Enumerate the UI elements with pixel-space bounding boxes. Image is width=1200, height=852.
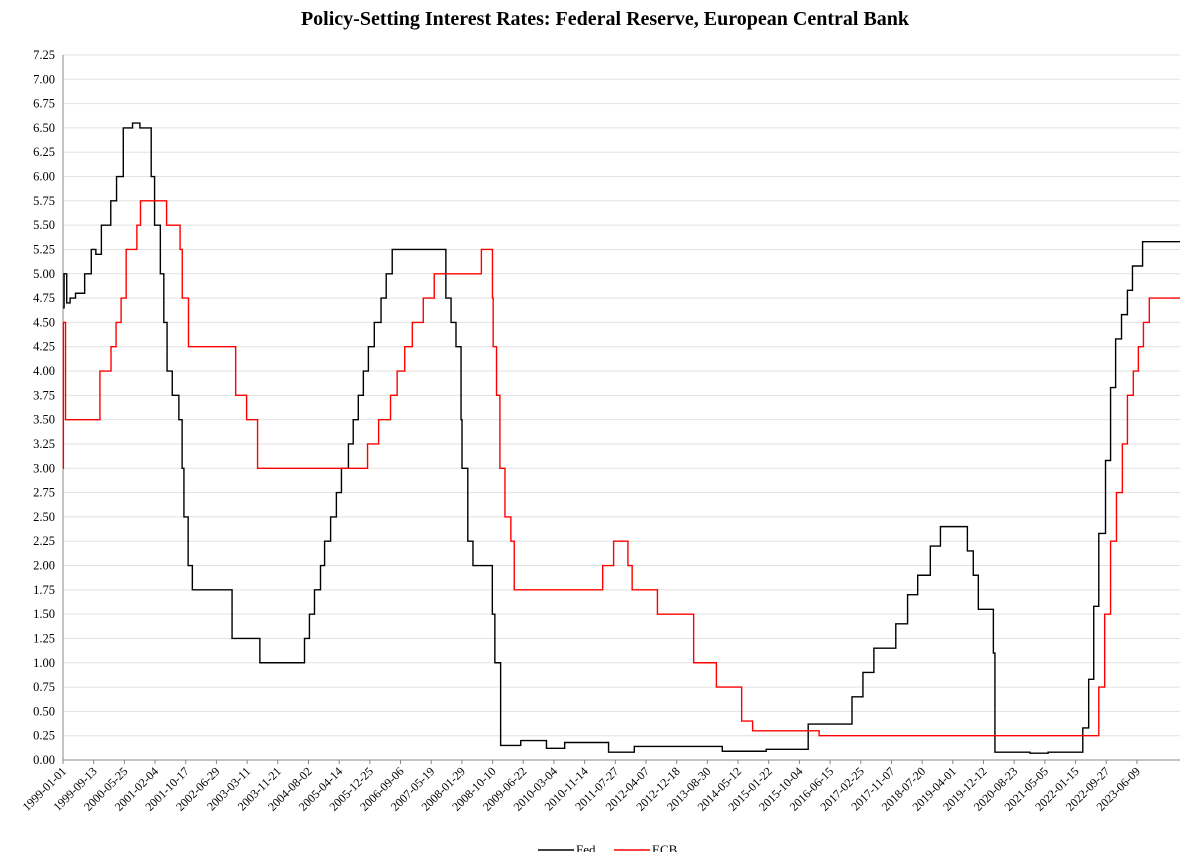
y-tick-label: 1.25 <box>33 631 55 645</box>
y-tick-label: 3.75 <box>33 388 55 402</box>
chart-title: Policy-Setting Interest Rates: Federal R… <box>300 8 910 30</box>
y-tick-label: 0.25 <box>33 729 55 743</box>
y-tick-label: 3.50 <box>33 413 55 427</box>
y-tick-label: 5.00 <box>33 267 55 281</box>
y-tick-label: 6.25 <box>33 145 55 159</box>
y-tick-label: 1.75 <box>33 583 55 597</box>
y-tick-label: 4.75 <box>33 291 55 305</box>
y-tick-label: 0.50 <box>33 704 55 718</box>
y-tick-label: 3.00 <box>33 461 55 475</box>
series-line-fed <box>63 122 1180 754</box>
y-tick-label: 2.25 <box>33 534 55 548</box>
y-tick-label: 0.00 <box>33 753 55 767</box>
y-tick-label: 4.25 <box>33 340 55 354</box>
legend: Fed ECB <box>538 842 678 852</box>
series-lines <box>62 122 1180 754</box>
y-tick-label: 2.75 <box>33 486 55 500</box>
axes <box>62 55 1180 764</box>
y-tick-labels: 0.00 0.25 0.50 0.75 1.00 1.25 1.50 1.75 2.00 2.25… <box>33 48 55 767</box>
y-tick-label: 6.75 <box>33 97 55 111</box>
y-tick-label: 0.75 <box>33 680 55 694</box>
legend-label-ecb: ECB <box>652 842 678 852</box>
y-tick-label: 4.00 <box>33 364 55 378</box>
series-line-ecb <box>62 200 1180 737</box>
y-tick-label: 3.25 <box>33 437 55 451</box>
y-tick-label: 6.00 <box>33 170 55 184</box>
y-tick-label: 1.50 <box>33 607 55 621</box>
y-tick-label: 2.00 <box>33 559 55 573</box>
legend-label-fed: Fed <box>576 842 596 852</box>
y-tick-label: 6.50 <box>33 121 55 135</box>
y-tick-label: 5.50 <box>33 218 55 232</box>
x-tick-labels: 1999-01-011999-09-132000-05-252001-02-04… <box>20 764 1143 813</box>
y-tick-label: 4.50 <box>33 315 55 329</box>
y-tick-label: 7.00 <box>33 72 55 86</box>
y-tick-label: 2.50 <box>33 510 55 524</box>
y-tick-label: 5.75 <box>33 194 55 208</box>
y-tick-label: 7.25 <box>33 48 55 62</box>
y-tick-label: 5.25 <box>33 242 55 256</box>
gridlines <box>63 54 1180 761</box>
y-tick-label: 1.00 <box>33 656 55 670</box>
